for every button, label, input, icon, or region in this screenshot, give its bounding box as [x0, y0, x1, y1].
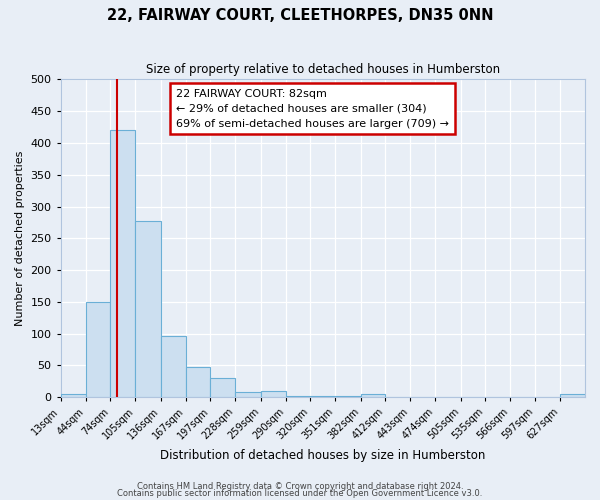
Bar [210, 378, 235, 397]
Bar [560, 394, 585, 397]
X-axis label: Distribution of detached houses by size in Humberston: Distribution of detached houses by size … [160, 450, 485, 462]
Bar [335, 396, 361, 397]
Text: 22 FAIRWAY COURT: 82sqm
← 29% of detached houses are smaller (304)
69% of semi-d: 22 FAIRWAY COURT: 82sqm ← 29% of detache… [176, 89, 449, 128]
Bar [136, 221, 161, 397]
Title: Size of property relative to detached houses in Humberston: Size of property relative to detached ho… [146, 62, 500, 76]
Bar [186, 366, 210, 397]
Bar [235, 392, 260, 397]
Y-axis label: Number of detached properties: Number of detached properties [15, 150, 25, 326]
Bar [161, 336, 186, 397]
Bar [61, 394, 86, 397]
Bar [310, 396, 335, 397]
Bar [286, 396, 310, 397]
Bar [110, 130, 136, 397]
Bar [361, 394, 385, 397]
Text: Contains HM Land Registry data © Crown copyright and database right 2024.: Contains HM Land Registry data © Crown c… [137, 482, 463, 491]
Bar [260, 391, 286, 397]
Bar [86, 302, 110, 397]
Text: Contains public sector information licensed under the Open Government Licence v3: Contains public sector information licen… [118, 490, 482, 498]
Text: 22, FAIRWAY COURT, CLEETHORPES, DN35 0NN: 22, FAIRWAY COURT, CLEETHORPES, DN35 0NN [107, 8, 493, 22]
